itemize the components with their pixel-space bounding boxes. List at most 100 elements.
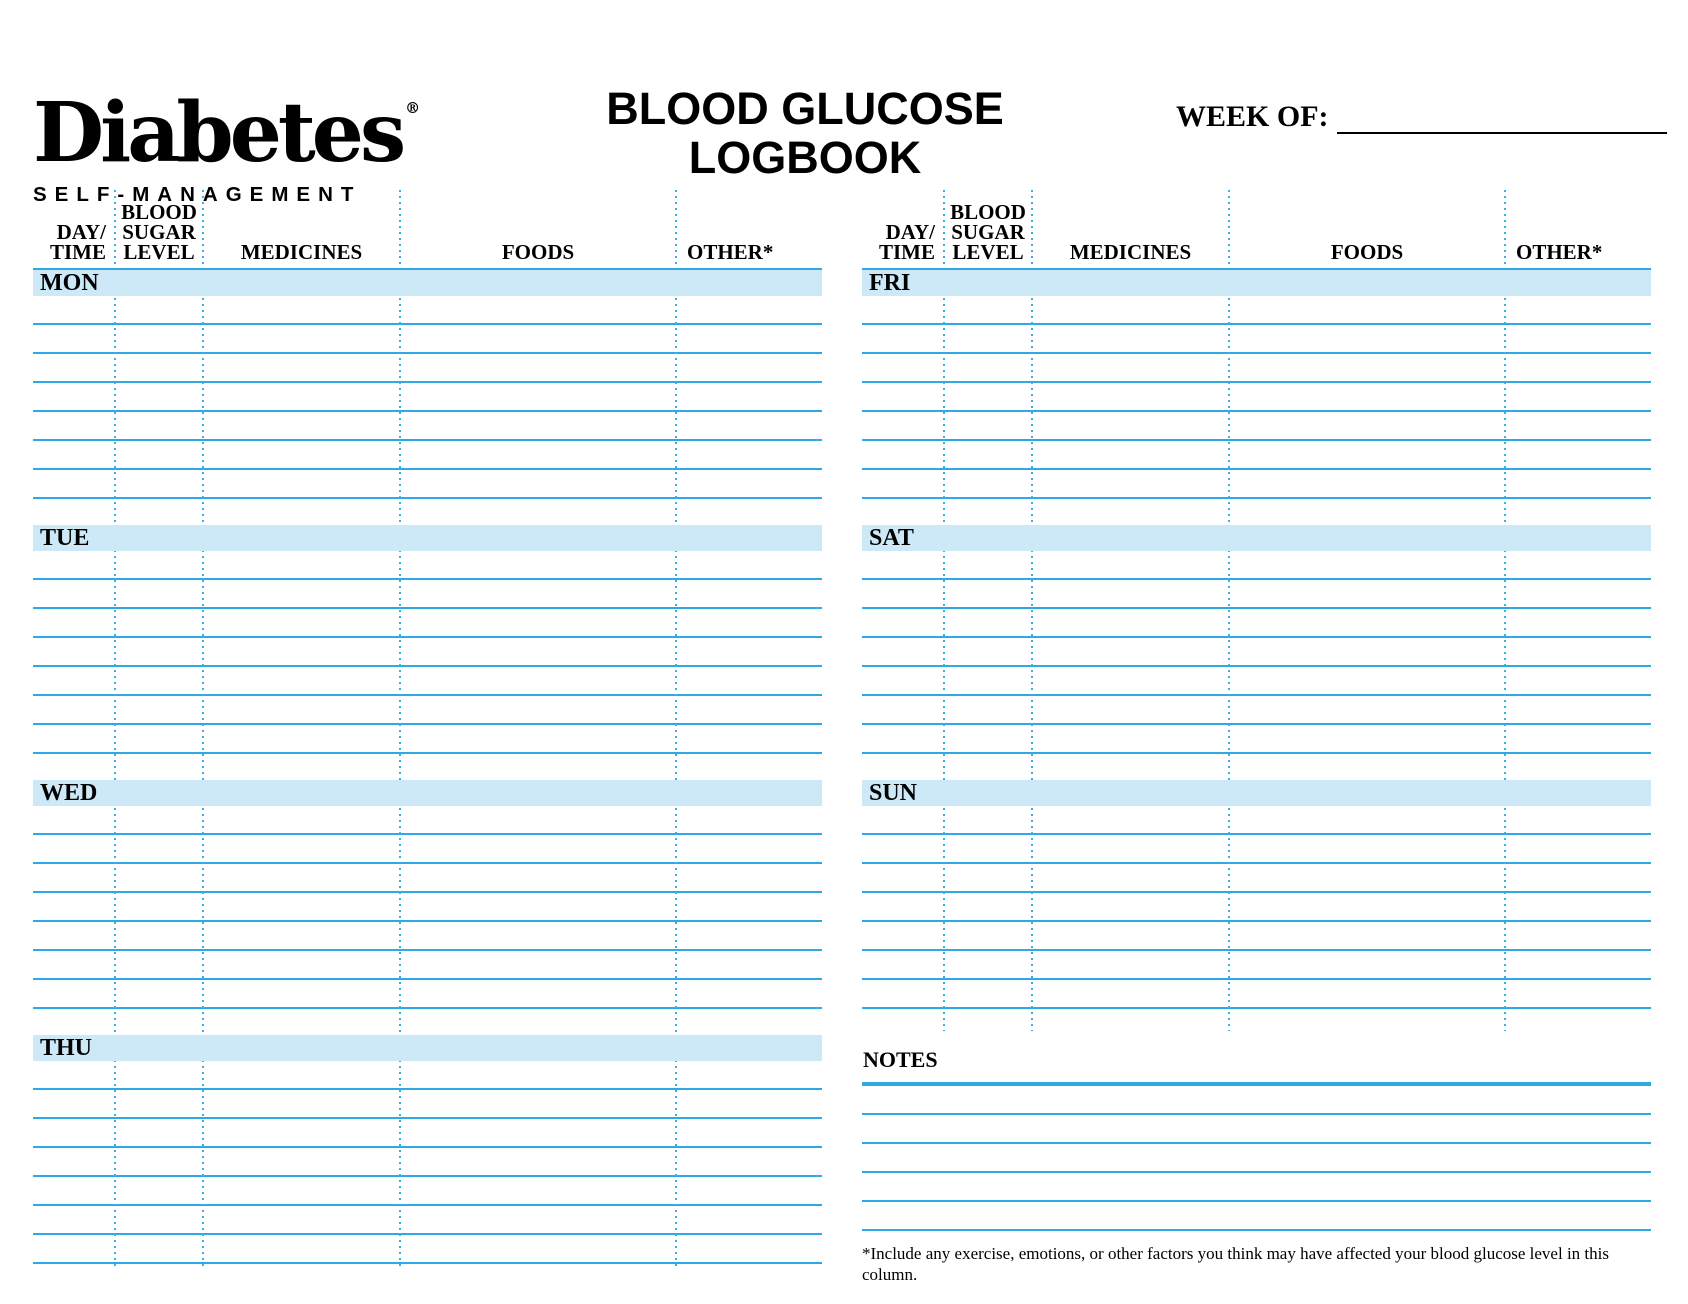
log-row[interactable] — [862, 696, 1651, 725]
log-row[interactable] — [33, 1061, 822, 1090]
notes-line[interactable] — [862, 1173, 1651, 1202]
log-row[interactable] — [33, 725, 822, 754]
column-divider-dotted-line — [1031, 190, 1033, 1031]
day-header-tue: TUE — [33, 525, 822, 551]
log-row[interactable] — [33, 835, 822, 864]
log-row[interactable] — [33, 864, 822, 893]
log-row[interactable] — [33, 470, 822, 499]
day-header-fri: FRI — [862, 270, 1651, 296]
log-row[interactable] — [862, 325, 1651, 354]
day-section-sat: SAT — [862, 525, 1651, 780]
log-row[interactable] — [862, 441, 1651, 470]
brand-logo: Diabetes ® SELF-MANAGEMENT — [33, 62, 420, 207]
table-header-row: DAY/ TIME BLOOD SUGAR LEVEL MEDICINES FO… — [33, 188, 822, 270]
log-row[interactable] — [862, 835, 1651, 864]
column-divider-dotted-line — [1504, 190, 1506, 1031]
header-line: SUGAR — [951, 220, 1025, 244]
log-row[interactable] — [33, 1119, 822, 1148]
log-row[interactable] — [33, 893, 822, 922]
week-of-label: WEEK OF: — [1176, 100, 1329, 133]
day-section-tue: TUE — [33, 525, 822, 780]
log-row[interactable] — [862, 412, 1651, 441]
table-header-row: DAY/ TIME BLOOD SUGAR LEVEL MEDICINES FO… — [862, 188, 1651, 270]
notes-label: NOTES — [862, 1035, 1651, 1086]
column-divider-dotted-line — [1228, 190, 1230, 1031]
day-section-sun: SUN — [862, 780, 1651, 1035]
column-header-other: OTHER* — [687, 240, 774, 264]
log-row[interactable] — [862, 383, 1651, 412]
log-row[interactable] — [33, 806, 822, 835]
day-header-mon: MON — [33, 270, 822, 296]
header-line: DAY/ — [56, 220, 106, 244]
header-line: BLOOD — [121, 200, 197, 224]
header-line: LEVEL — [952, 240, 1024, 264]
day-header-thu: THU — [33, 1035, 822, 1061]
column-header-day-time: DAY/ TIME — [862, 222, 944, 263]
log-row[interactable] — [862, 951, 1651, 980]
column-header-blood-sugar-level: BLOOD SUGAR LEVEL — [115, 200, 203, 264]
log-row[interactable] — [862, 864, 1651, 893]
header-line: TIME — [49, 240, 106, 264]
log-row[interactable] — [862, 638, 1651, 667]
log-row[interactable] — [862, 893, 1651, 922]
page-title: BLOOD GLUCOSE LOGBOOK — [455, 84, 1155, 182]
day-header-sun: SUN — [862, 780, 1651, 806]
log-row[interactable] — [33, 638, 822, 667]
section-gap — [33, 499, 822, 525]
log-row[interactable] — [33, 1206, 822, 1235]
log-row[interactable] — [33, 1148, 822, 1177]
log-row[interactable] — [33, 580, 822, 609]
log-row[interactable] — [33, 441, 822, 470]
log-row[interactable] — [862, 609, 1651, 638]
title-line-2: LOGBOOK — [688, 132, 922, 183]
day-header-sat: SAT — [862, 525, 1651, 551]
column-header-day-time: DAY/ TIME — [33, 220, 115, 264]
log-row[interactable] — [862, 725, 1651, 754]
notes-line[interactable] — [862, 1115, 1651, 1144]
log-row[interactable] — [33, 696, 822, 725]
notes-line[interactable] — [862, 1086, 1651, 1115]
column-header-blood-sugar-level: BLOOD SUGAR LEVEL — [944, 200, 1032, 264]
log-row[interactable] — [862, 667, 1651, 696]
section-gap — [862, 1009, 1651, 1035]
log-row[interactable] — [862, 980, 1651, 1009]
column-header-foods: FOODS — [501, 240, 575, 264]
log-table-left: DAY/ TIME BLOOD SUGAR LEVEL MEDICINES FO… — [33, 188, 822, 1270]
header-line: BLOOD — [950, 200, 1026, 224]
log-row[interactable] — [33, 551, 822, 580]
section-gap — [33, 754, 822, 780]
log-row[interactable] — [33, 383, 822, 412]
title-line-1: BLOOD GLUCOSE — [606, 83, 1004, 134]
week-of-input-line[interactable] — [1336, 100, 1667, 134]
log-row[interactable] — [862, 296, 1651, 325]
week-of-field: WEEK OF: — [1176, 100, 1667, 134]
log-row[interactable] — [33, 951, 822, 980]
log-row[interactable] — [862, 470, 1651, 499]
log-row[interactable] — [33, 1177, 822, 1206]
log-row[interactable] — [33, 325, 822, 354]
log-row[interactable] — [33, 922, 822, 951]
log-row[interactable] — [862, 354, 1651, 383]
log-row[interactable] — [862, 551, 1651, 580]
log-row[interactable] — [862, 580, 1651, 609]
log-row[interactable] — [862, 922, 1651, 951]
registered-trademark: ® — [405, 99, 421, 117]
column-header-medicines: MEDICINES — [1069, 240, 1192, 264]
log-row[interactable] — [33, 354, 822, 383]
log-row[interactable] — [33, 1090, 822, 1119]
notes-line[interactable] — [862, 1144, 1651, 1173]
log-row[interactable] — [33, 609, 822, 638]
notes-line[interactable] — [862, 1202, 1651, 1231]
log-row[interactable] — [33, 296, 822, 325]
day-header-wed: WED — [33, 780, 822, 806]
header-line: LEVEL — [123, 240, 195, 264]
log-row[interactable] — [33, 667, 822, 696]
column-divider-dotted-line — [675, 190, 677, 1270]
log-row[interactable] — [33, 980, 822, 1009]
day-section-fri: FRI — [862, 270, 1651, 525]
day-section-wed: WED — [33, 780, 822, 1035]
log-row[interactable] — [33, 412, 822, 441]
log-row[interactable] — [33, 1235, 822, 1264]
log-row[interactable] — [862, 806, 1651, 835]
